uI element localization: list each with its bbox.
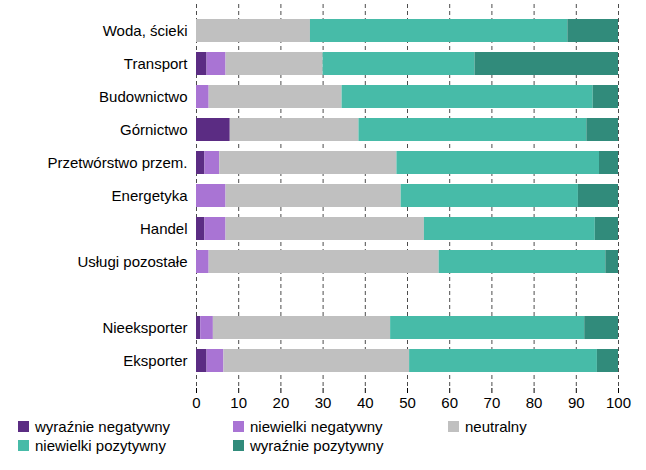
svg-text:90: 90 — [568, 394, 585, 411]
svg-text:Górnictwo: Górnictwo — [120, 121, 188, 138]
svg-text:50: 50 — [399, 394, 416, 411]
html-text:niewielki pozytywny: niewielki pozytywny — [35, 437, 166, 454]
html-text:wyraźnie pozytywny: wyraźnie pozytywny — [250, 437, 384, 454]
svg-text:Transport: Transport — [124, 55, 188, 72]
svg-text:Przetwórstwo przem.: Przetwórstwo przem. — [47, 154, 187, 171]
svg-text:Budownictwo: Budownictwo — [99, 88, 187, 105]
html-text:neutralny: neutralny — [465, 418, 527, 435]
svg-text:60: 60 — [441, 394, 458, 411]
svg-text:20: 20 — [273, 394, 290, 411]
svg-text:Usługi pozostałe: Usługi pozostałe — [77, 253, 187, 270]
svg-text:10: 10 — [230, 394, 247, 411]
svg-text:70: 70 — [484, 394, 501, 411]
svg-text:Energetyka: Energetyka — [112, 187, 189, 204]
svg-text:Nieeksporter: Nieeksporter — [102, 319, 187, 336]
html-text:niewielki negatywny: niewielki negatywny — [250, 418, 383, 435]
svg-text:Handel: Handel — [140, 220, 188, 237]
svg-text:40: 40 — [357, 394, 374, 411]
html-text:wyraźnie negatywny: wyraźnie negatywny — [35, 418, 171, 435]
svg-text:0: 0 — [192, 394, 200, 411]
svg-text:80: 80 — [526, 394, 543, 411]
svg-text:Eksporter: Eksporter — [123, 352, 187, 369]
svg-text:Woda, ścieki: Woda, ścieki — [103, 22, 188, 39]
svg-text:30: 30 — [315, 394, 332, 411]
svg-text:100: 100 — [606, 394, 631, 411]
